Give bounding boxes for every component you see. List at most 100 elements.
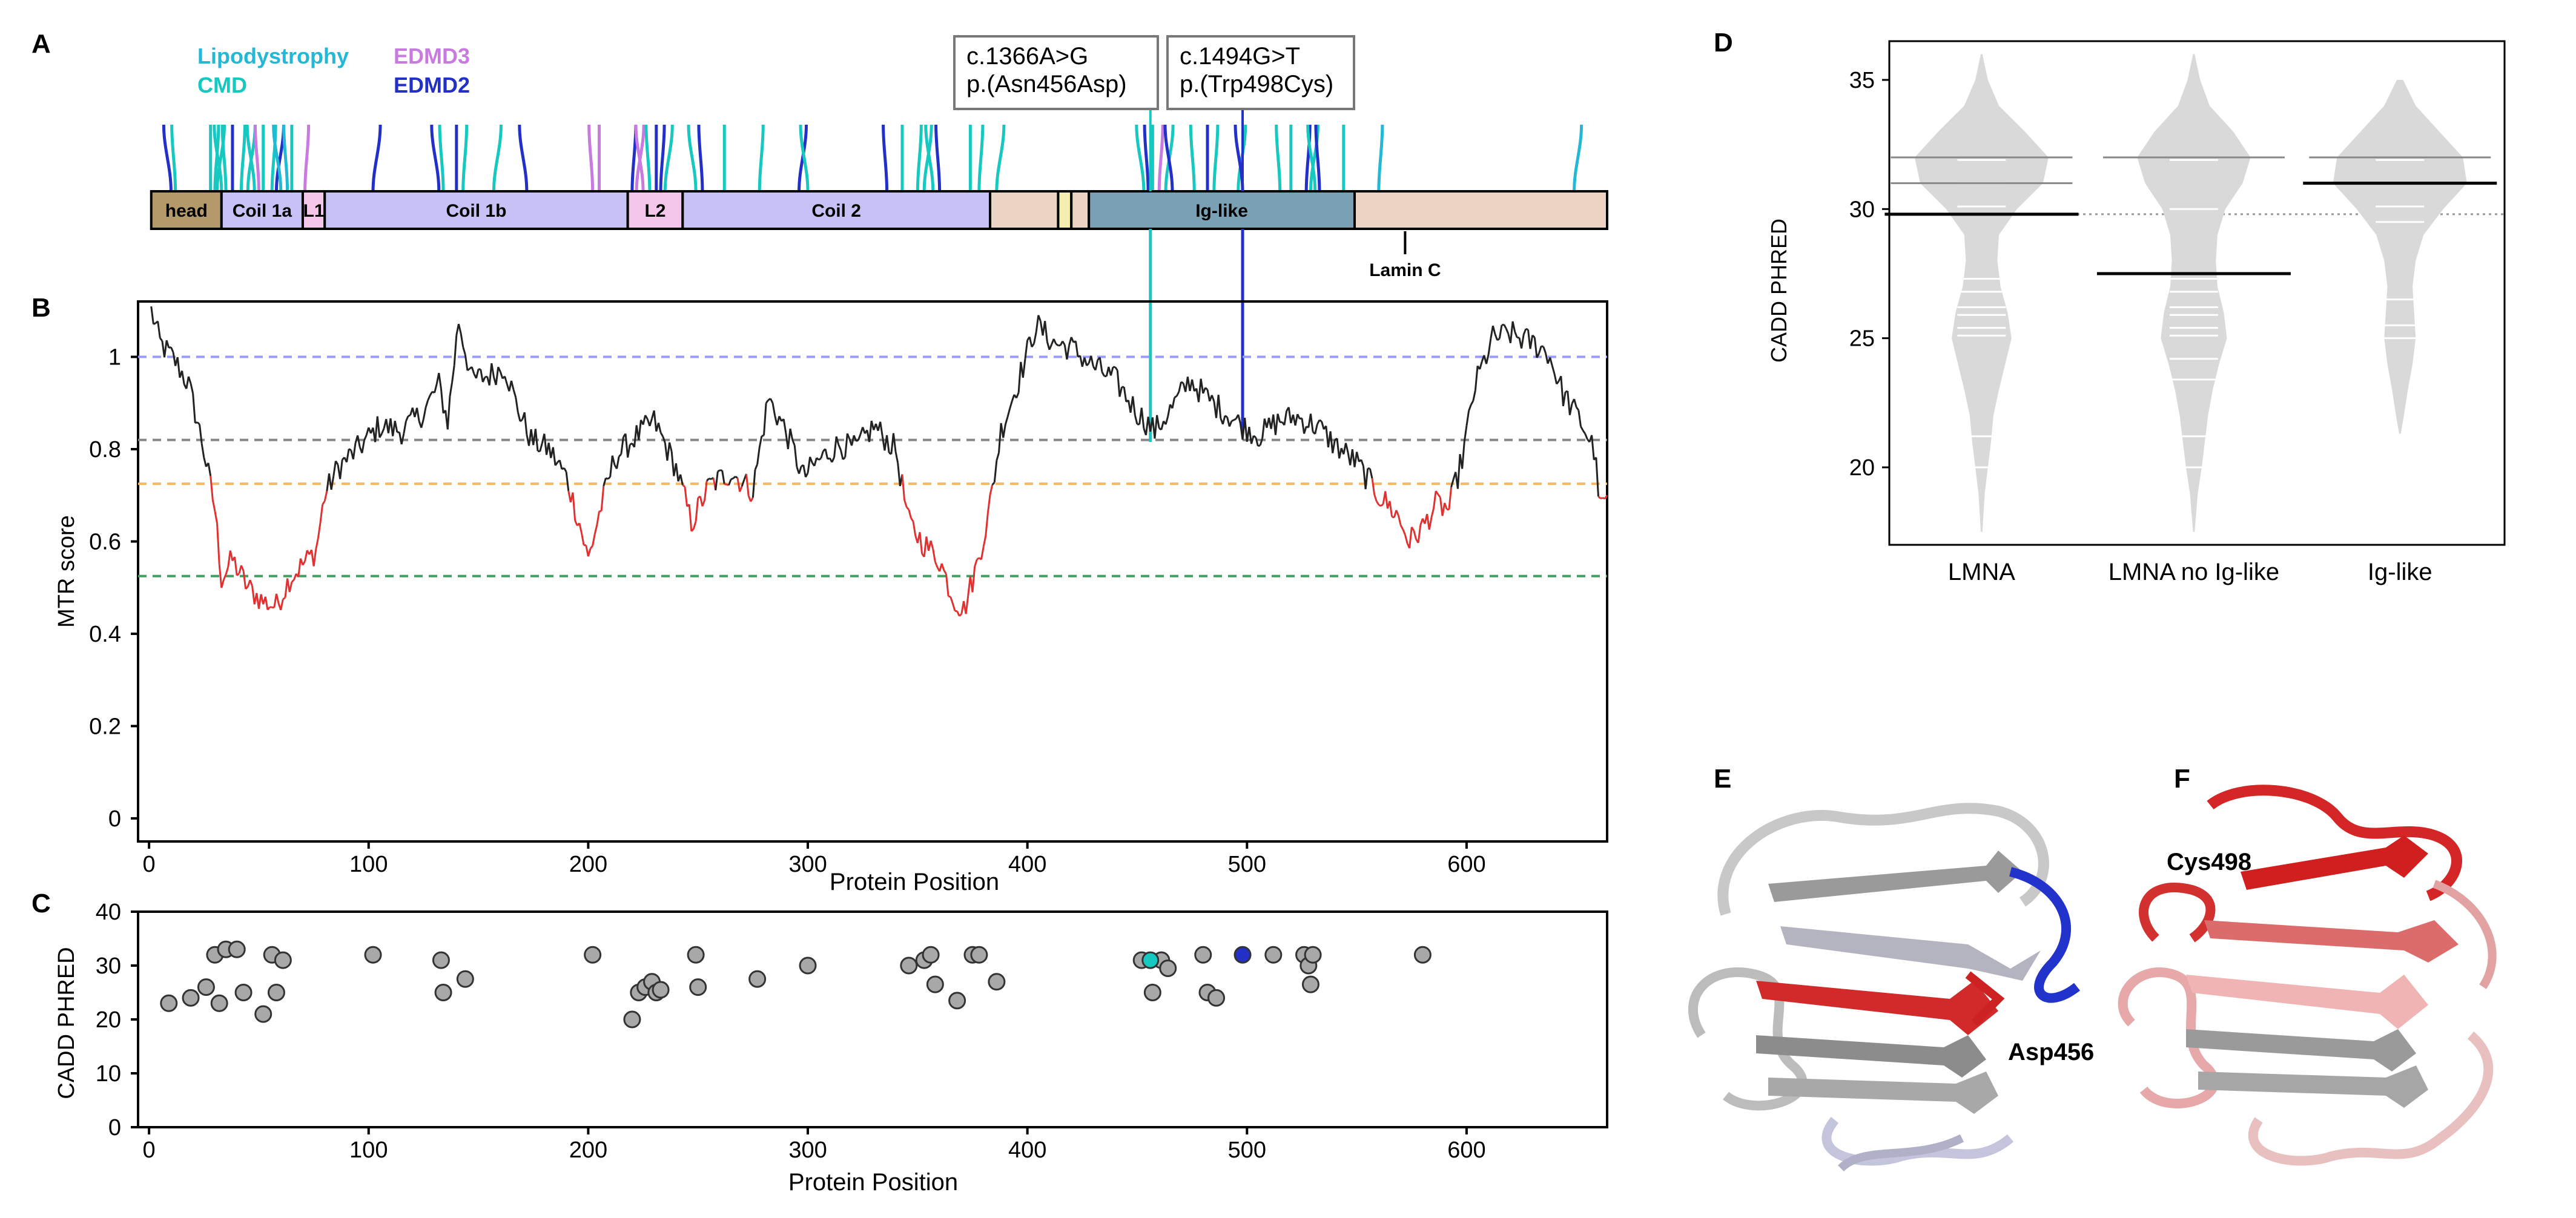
y-tick-label: 35 — [1849, 68, 1875, 93]
highlight-lines — [1149, 110, 1244, 442]
mtr-segment — [495, 367, 500, 386]
mtr-segment — [728, 479, 732, 486]
mtr-segment — [480, 369, 484, 383]
x-axis-label: Protein Position — [788, 1169, 958, 1196]
mtr-segment — [1395, 510, 1399, 516]
mtr-segment — [844, 433, 848, 458]
mtr-segment — [701, 499, 705, 507]
mtr-segment — [910, 518, 914, 522]
variant-annotation-asn456asp: c.1366A>G p.(Asn456Asp) — [953, 35, 1159, 110]
cadd-point — [197, 978, 215, 996]
variant-tick — [1275, 124, 1282, 192]
y-tick-label: 20 — [1849, 455, 1875, 481]
structure-e-label: Asp456 — [2008, 1039, 2095, 1065]
mtr-segment — [291, 579, 295, 583]
mtr-segment — [203, 457, 207, 467]
mtr-segment — [798, 466, 802, 474]
panel-label-d: D — [1714, 28, 1733, 58]
cadd-point — [364, 946, 382, 964]
mtr-segment — [853, 435, 857, 442]
cadd-plot-frame — [137, 910, 1608, 1128]
mtr-segment — [986, 495, 991, 513]
variant-ticks — [162, 124, 1584, 192]
mtr-segment — [1470, 400, 1475, 406]
mtr-segment — [1577, 410, 1582, 427]
cadd-point — [970, 946, 988, 964]
mtr-segment — [581, 533, 585, 545]
mtr-segment — [1259, 438, 1264, 446]
mtr-segment — [196, 421, 200, 425]
domain-track: head Coil 1a L1 Coil 1b L2 Coil 2 Ig-like — [150, 190, 1609, 230]
mtr-segment — [693, 521, 697, 529]
mtr-segment — [1031, 343, 1035, 348]
mtr-segment — [1404, 534, 1409, 544]
variant-tick — [270, 124, 277, 192]
panel-a: head Coil 1a L1 Coil 1b L2 Coil 2 Ig-like Lami… — [150, 110, 1609, 442]
mtr-segment — [552, 447, 556, 466]
mtr-segment — [563, 467, 567, 473]
mtr-segment — [1435, 490, 1439, 495]
cadd-point — [988, 973, 1006, 991]
x-tick-label: 500 — [1228, 1137, 1266, 1163]
mtr-segment — [770, 398, 774, 404]
mtr-segment — [1132, 396, 1136, 416]
mtr-segment — [912, 521, 917, 536]
legend-edmd2: EDMD2 — [394, 73, 471, 97]
mtr-segment — [1584, 433, 1588, 440]
mtr-segment — [1468, 404, 1472, 412]
mtr-plot-frame — [137, 300, 1608, 843]
variant-tick — [882, 124, 889, 192]
mtr-segment — [589, 545, 593, 550]
domain-ig-like — [1088, 190, 1356, 230]
mtr-segment — [1549, 357, 1553, 366]
mtr-segment — [1055, 343, 1059, 346]
mtr-segment — [1345, 443, 1349, 453]
mtr-segment — [1224, 415, 1228, 418]
mtr-segment — [537, 450, 540, 453]
y-axis-ticks: 0 10 20 30 40 — [96, 900, 138, 1141]
mtr-segment — [1066, 345, 1071, 360]
variant-tick — [213, 124, 223, 192]
mtr-segment — [561, 467, 565, 470]
variant-protein: p.(Asn456Asp) — [966, 71, 1127, 97]
mtr-segment — [949, 596, 954, 604]
mtr-segment — [976, 557, 980, 561]
mtr-segment — [1296, 413, 1301, 420]
mtr-segment — [1553, 374, 1558, 384]
panel-label-c: C — [31, 889, 51, 918]
mtr-segment — [1083, 357, 1088, 366]
x-tick-label: 300 — [788, 852, 827, 877]
mtr-segment — [315, 538, 319, 550]
violin-shape — [2137, 54, 2251, 532]
mtr-segment — [467, 367, 471, 372]
y-axis-ticks: 20 25 30 35 — [1849, 68, 1889, 481]
mtr-segment — [170, 346, 174, 353]
mtr-segment — [1538, 346, 1542, 354]
variant-tick — [1304, 124, 1312, 192]
cadd-point-highlight — [1141, 951, 1160, 969]
mtr-segment — [1123, 387, 1128, 403]
mtr-segment — [1164, 416, 1169, 425]
domain-l1 — [301, 190, 326, 230]
y-tick-label: 0.4 — [89, 622, 121, 647]
mtr-segment — [833, 436, 837, 458]
beta-strand — [2204, 920, 2459, 963]
mtr-segment — [596, 511, 601, 525]
cadd-point — [1304, 946, 1322, 964]
cadd-point — [160, 994, 178, 1012]
mtr-segment — [1360, 459, 1364, 467]
mtr-segment — [1022, 358, 1026, 378]
mtr-segment — [554, 461, 558, 466]
panel-label-f: F — [2174, 764, 2190, 794]
mtr-segment — [451, 365, 455, 383]
cadd-point — [748, 970, 767, 988]
y-axis-label: CADD PHRED — [54, 947, 79, 1099]
mtr-segment — [787, 428, 791, 450]
mtr-segment — [515, 397, 519, 413]
mtr-segment — [1371, 478, 1376, 495]
y-tick-label: 0.8 — [89, 437, 121, 463]
mtr-segment — [943, 570, 947, 574]
mtr-segment — [1098, 357, 1103, 372]
mtr-segment — [603, 478, 607, 487]
mtr-segment — [627, 444, 631, 458]
